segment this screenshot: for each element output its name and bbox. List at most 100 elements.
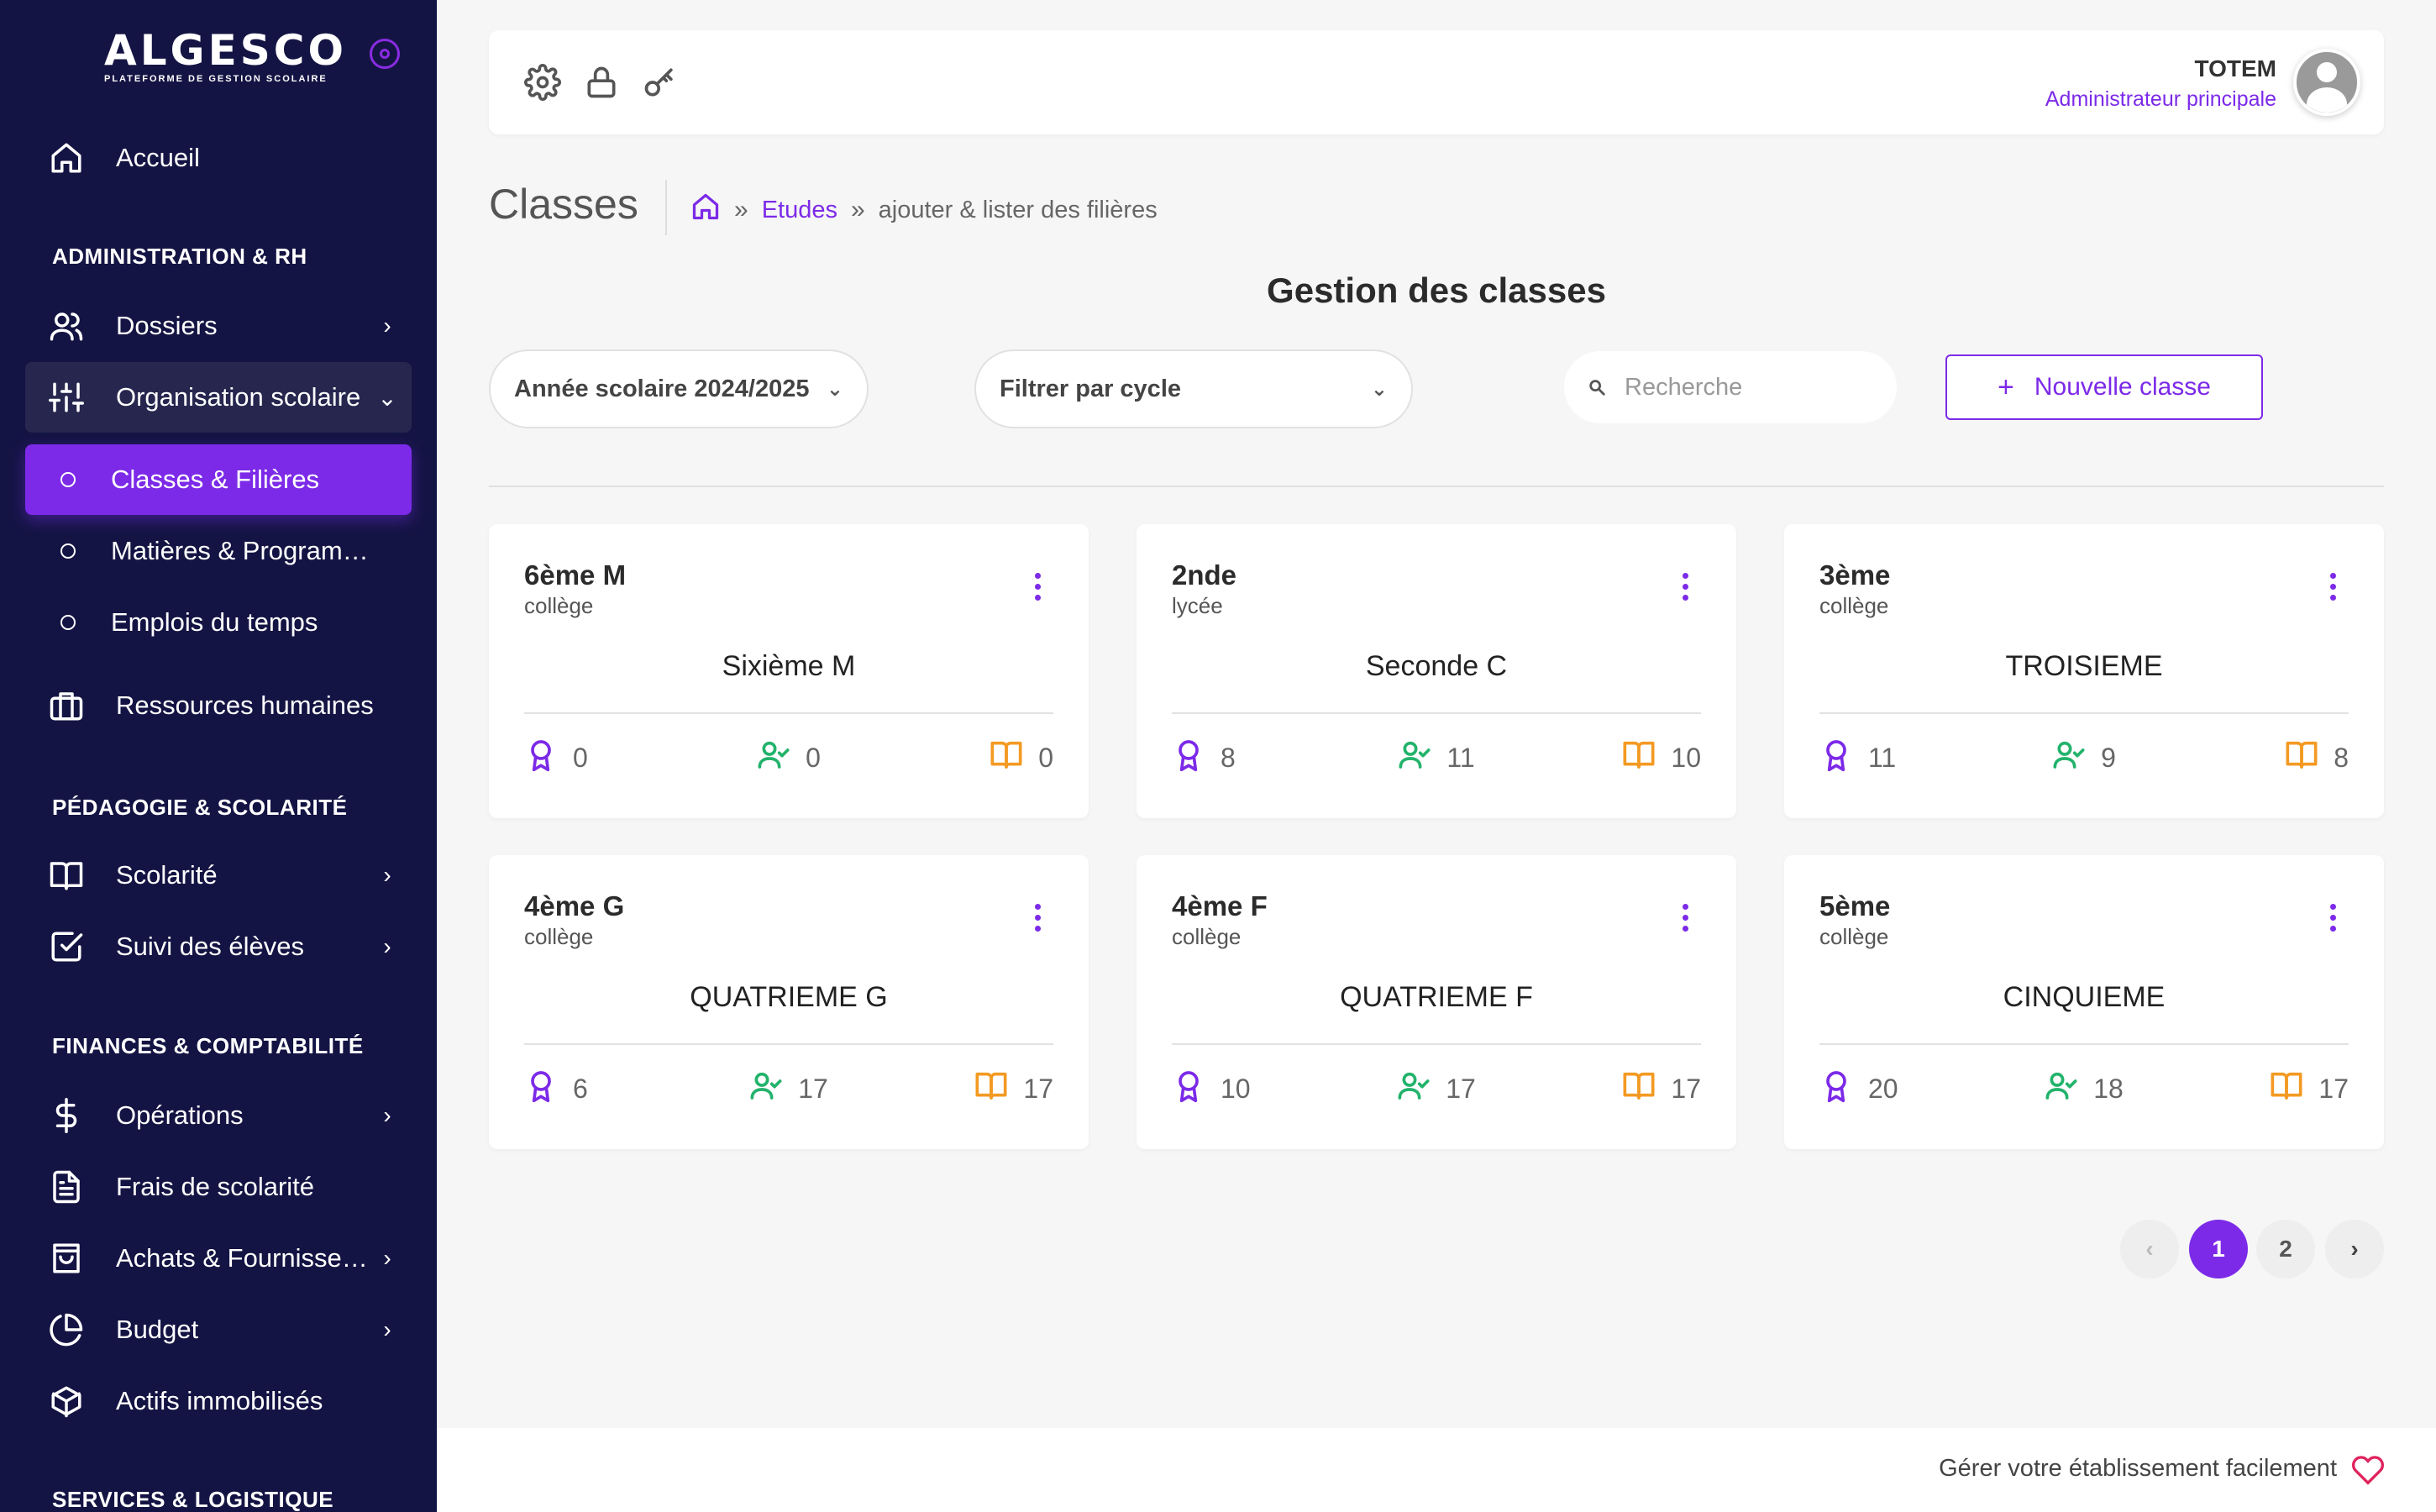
more-options-icon[interactable] (1035, 573, 1042, 601)
gear-icon[interactable] (524, 64, 561, 101)
book-icon (49, 858, 84, 893)
search-box (1564, 351, 1897, 423)
school-year-select[interactable]: Année scolaire 2024/2025 ⌄ (489, 349, 869, 428)
sidebar-item-budget[interactable]: Budget › (25, 1294, 412, 1365)
breadcrumb-link-etudes[interactable]: Etudes (761, 196, 837, 223)
sidebar-toggle-icon[interactable] (370, 39, 400, 69)
top-bar: TOTEM Administrateur principale (489, 30, 2384, 134)
sidebar-item-dossiers[interactable]: Dossiers › (25, 291, 412, 361)
class-code: 2nde (1172, 559, 1237, 591)
chevron-down-icon: ⌄ (826, 377, 843, 401)
stat-subjects: 0 (990, 736, 1053, 780)
stat-value: 17 (1023, 1073, 1053, 1104)
page-1-button[interactable]: 1 (2189, 1220, 2248, 1278)
class-card[interactable]: 4ème G collège QUATRIEME G 6 17 17 (489, 855, 1089, 1149)
user-check-icon (749, 1067, 798, 1110)
footer: Gérer votre établissement facilement (437, 1428, 2436, 1512)
select-value: Filtrer par cycle (1000, 375, 1181, 402)
stat-value: 11 (1446, 742, 1475, 773)
class-code: 4ème G (524, 890, 625, 921)
sidebar-item-actifs[interactable]: Actifs immobilisés (25, 1366, 412, 1436)
card-divider (524, 1043, 1053, 1045)
more-options-icon[interactable] (1683, 573, 1689, 601)
search-input[interactable] (1625, 373, 1893, 402)
more-options-icon[interactable] (2330, 904, 2337, 932)
stat-award: 6 (524, 1067, 588, 1110)
stat-value: 9 (2101, 742, 2116, 773)
sidebar-item-operations[interactable]: Opérations › (25, 1080, 412, 1151)
user-name[interactable]: TOTEM (2194, 55, 2276, 81)
sidebar-item-label: Accueil (116, 143, 200, 172)
book-open-icon (1622, 736, 1671, 780)
sidebar-item-scolarite[interactable]: Scolarité › (25, 840, 412, 911)
class-name: QUATRIEME G (690, 981, 888, 1013)
sidebar-item-achats[interactable]: Achats & Fournisseurs › (25, 1223, 412, 1294)
sidebar-item-accueil[interactable]: Accueil (25, 123, 412, 193)
breadcrumb: » Etudes » ajouter & lister des filières (690, 192, 1158, 228)
book-open-icon (974, 1067, 1023, 1110)
class-code: 3ème (1819, 559, 1891, 591)
class-card[interactable]: 2nde lycée Seconde C 8 11 10 (1137, 524, 1736, 818)
sidebar-item-label: Classes & Filières (111, 465, 320, 494)
class-cycle: collège (1172, 924, 1242, 949)
stat-subjects: 8 (2285, 736, 2349, 780)
class-code: 5ème (1819, 890, 1891, 921)
stat-users: 0 (489, 736, 1089, 780)
book-open-icon (2285, 736, 2334, 780)
page-2-button[interactable]: 2 (2256, 1220, 2315, 1278)
new-class-button[interactable]: + Nouvelle classe (1945, 354, 2263, 420)
cycle-filter-select[interactable]: Filtrer par cycle ⌄ (974, 349, 1413, 428)
divider (489, 486, 2384, 487)
pie-chart-icon (49, 1312, 84, 1347)
sidebar-subitem-emplois[interactable]: Emplois du temps (25, 587, 412, 658)
section-title-pedagogie: PÉDAGOGIE & SCOLARITÉ (52, 795, 348, 820)
class-cycle: collège (1819, 924, 1889, 949)
stat-value: 6 (573, 1073, 588, 1104)
section-title-admin: ADMINISTRATION & RH (52, 244, 307, 269)
sidebar-item-organisation[interactable]: Organisation scolaire ⌄ (25, 362, 412, 433)
class-card[interactable]: 3ème collège TROISIEME 11 9 8 (1784, 524, 2384, 818)
avatar[interactable] (2293, 49, 2360, 116)
class-card[interactable]: 5ème collège CINQUIEME 20 18 17 (1784, 855, 2384, 1149)
book-open-icon (1622, 1067, 1671, 1110)
sidebar-item-label: Opérations (116, 1100, 244, 1130)
chevron-right-icon: › (383, 1102, 391, 1128)
sidebar-item-frais[interactable]: Frais de scolarité (25, 1152, 412, 1222)
class-cycle: collège (524, 924, 594, 949)
award-icon (524, 1067, 573, 1110)
stat-value: 10 (1221, 1073, 1251, 1104)
sidebar-subitem-matieres[interactable]: Matières & Programmes (25, 516, 412, 586)
card-divider (1819, 712, 2349, 714)
book-open-icon (2270, 1067, 2318, 1110)
key-icon[interactable] (642, 64, 679, 101)
more-options-icon[interactable] (1683, 904, 1689, 932)
class-cycle: collège (524, 593, 594, 618)
shopping-bag-icon (49, 1241, 84, 1276)
prev-page-button[interactable]: ‹ (2120, 1220, 2179, 1278)
users-icon (49, 308, 84, 344)
sidebar-item-rh[interactable]: Ressources humaines (25, 670, 412, 741)
award-icon (1172, 736, 1221, 780)
app-logo[interactable]: ALGESCO PLATEFORME DE GESTION SCOLAIRE (104, 29, 347, 84)
next-page-button[interactable]: › (2325, 1220, 2384, 1278)
card-divider (1172, 1043, 1701, 1045)
more-options-icon[interactable] (1035, 904, 1042, 932)
award-icon (524, 736, 573, 780)
home-icon[interactable] (690, 192, 721, 228)
user-check-icon (2045, 1067, 2093, 1110)
user-check-icon (1397, 1067, 1446, 1110)
class-card[interactable]: 4ème F collège QUATRIEME F 10 17 17 (1137, 855, 1736, 1149)
logo-name: ALGESCO (104, 26, 347, 75)
sidebar-subitem-classes[interactable]: Classes & Filières (25, 444, 412, 515)
sidebar-item-label: Achats & Fournisseurs (116, 1243, 375, 1273)
more-options-icon[interactable] (2330, 573, 2337, 601)
sidebar-item-suivi[interactable]: Suivi des élèves › (25, 911, 412, 982)
stat-award: 8 (1172, 736, 1236, 780)
sidebar-item-label: Matières & Programmes (111, 536, 386, 565)
lock-icon[interactable] (583, 64, 620, 101)
sidebar-item-label: Scolarité (116, 860, 218, 890)
stat-subjects: 17 (1622, 1067, 1701, 1110)
stat-users: 17 (1137, 1067, 1736, 1110)
sidebar-item-label: Actifs immobilisés (116, 1386, 323, 1415)
